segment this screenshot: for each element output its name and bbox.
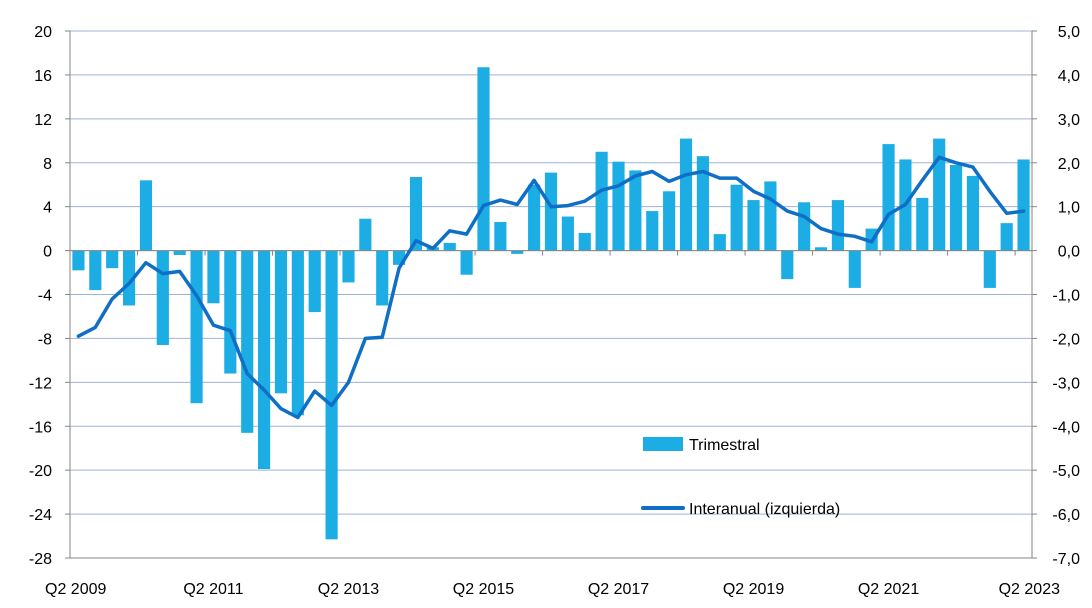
bar — [224, 251, 236, 374]
bar — [275, 251, 287, 394]
y-tick-label-left: -8 — [38, 331, 52, 348]
y-tick-label-left: -28 — [29, 551, 52, 568]
x-tick-label: Q2 2011 — [183, 581, 243, 598]
y-tick-label-left: 20 — [34, 24, 52, 41]
x-tick-label: Q2 2019 — [723, 581, 784, 598]
bar — [663, 191, 675, 250]
x-tick-label: Q2 2013 — [318, 581, 379, 598]
bar — [933, 139, 945, 251]
bar — [444, 243, 456, 251]
bar — [731, 185, 743, 251]
x-tick-label: Q2 2009 — [45, 581, 106, 598]
bar — [174, 251, 186, 255]
bar — [106, 251, 118, 269]
bar — [241, 251, 253, 433]
legend-swatch-trimestral — [643, 437, 683, 451]
x-tick-label: Q2 2023 — [999, 581, 1060, 598]
x-tick-label: Q2 2015 — [453, 581, 514, 598]
bar — [359, 219, 371, 251]
bar — [596, 152, 608, 251]
bar — [967, 176, 979, 251]
bar — [89, 251, 101, 291]
bar — [72, 251, 84, 271]
legend: Trimestral Interanual (izquierda) — [643, 437, 840, 518]
bar — [832, 200, 844, 251]
y-tick-label-left: -24 — [29, 507, 52, 524]
bar — [714, 234, 726, 250]
bar — [612, 162, 624, 251]
bar — [1017, 159, 1029, 250]
y-tick-label-right: -2,0 — [1052, 331, 1080, 348]
bar — [376, 251, 388, 306]
legend-label-interanual: Interanual (izquierda) — [689, 501, 840, 518]
y-tick-label-right: -3,0 — [1052, 375, 1080, 392]
y-tick-label-right: -1,0 — [1052, 288, 1080, 305]
y-tick-label-right: -6,0 — [1052, 507, 1080, 524]
y-tick-label-left: -4 — [38, 288, 52, 305]
y-tick-label-right: -7,0 — [1052, 551, 1080, 568]
y-tick-label-right: 4,0 — [1058, 68, 1080, 85]
y-tick-label-left: -16 — [29, 419, 52, 436]
bar — [629, 170, 641, 250]
y-tick-label-right: 3,0 — [1058, 112, 1080, 129]
bar — [798, 202, 810, 250]
y-tick-label-left: 8 — [43, 156, 52, 173]
bar — [342, 251, 354, 283]
bar — [1001, 223, 1013, 250]
bar — [191, 251, 203, 404]
legend-label-trimestral: Trimestral — [689, 437, 760, 454]
bar — [157, 251, 169, 345]
bar — [528, 185, 540, 251]
y-tick-label-right: 5,0 — [1058, 24, 1080, 41]
bar — [916, 198, 928, 251]
bar — [309, 251, 321, 312]
y-tick-label-left: -20 — [29, 463, 52, 480]
bar — [579, 233, 591, 251]
bar — [477, 67, 489, 250]
y-tick-label-left: -12 — [29, 375, 52, 392]
y-tick-label-right: -4,0 — [1052, 419, 1080, 436]
y-tick-label-right: 0,0 — [1058, 244, 1080, 261]
y-tick-label-right: 2,0 — [1058, 156, 1080, 173]
bar — [326, 251, 338, 540]
bar-series-trimestral — [72, 67, 1029, 539]
bar — [680, 139, 692, 251]
bar — [258, 251, 270, 469]
bar — [494, 222, 506, 251]
tick-labels: 20 16 12 8 4 0 -4 -8 -12 -16 -20 -24 -28 5,0 4,0 3,0 2,0… — [29, 24, 1080, 598]
y-tick-label-left: 12 — [34, 112, 52, 129]
y-tick-label-left: 4 — [43, 200, 52, 217]
x-tick-label: Q2 2017 — [588, 581, 649, 598]
bar — [950, 165, 962, 251]
bar — [747, 200, 759, 251]
y-tick-label-right: 1,0 — [1058, 200, 1080, 217]
bar — [882, 144, 894, 250]
bar — [140, 180, 152, 250]
bar — [849, 251, 861, 288]
bar — [207, 251, 219, 304]
bar — [545, 173, 557, 251]
bar — [461, 251, 473, 275]
bar — [646, 211, 658, 251]
y-tick-label-left: 16 — [34, 68, 52, 85]
bar — [984, 251, 996, 288]
y-tick-label-right: -5,0 — [1052, 463, 1080, 480]
bar — [562, 217, 574, 251]
y-tick-label-left: 0 — [43, 244, 52, 261]
x-tick-label: Q2 2021 — [858, 581, 919, 598]
bar — [781, 251, 793, 280]
bar — [292, 251, 304, 416]
bar — [764, 181, 776, 250]
